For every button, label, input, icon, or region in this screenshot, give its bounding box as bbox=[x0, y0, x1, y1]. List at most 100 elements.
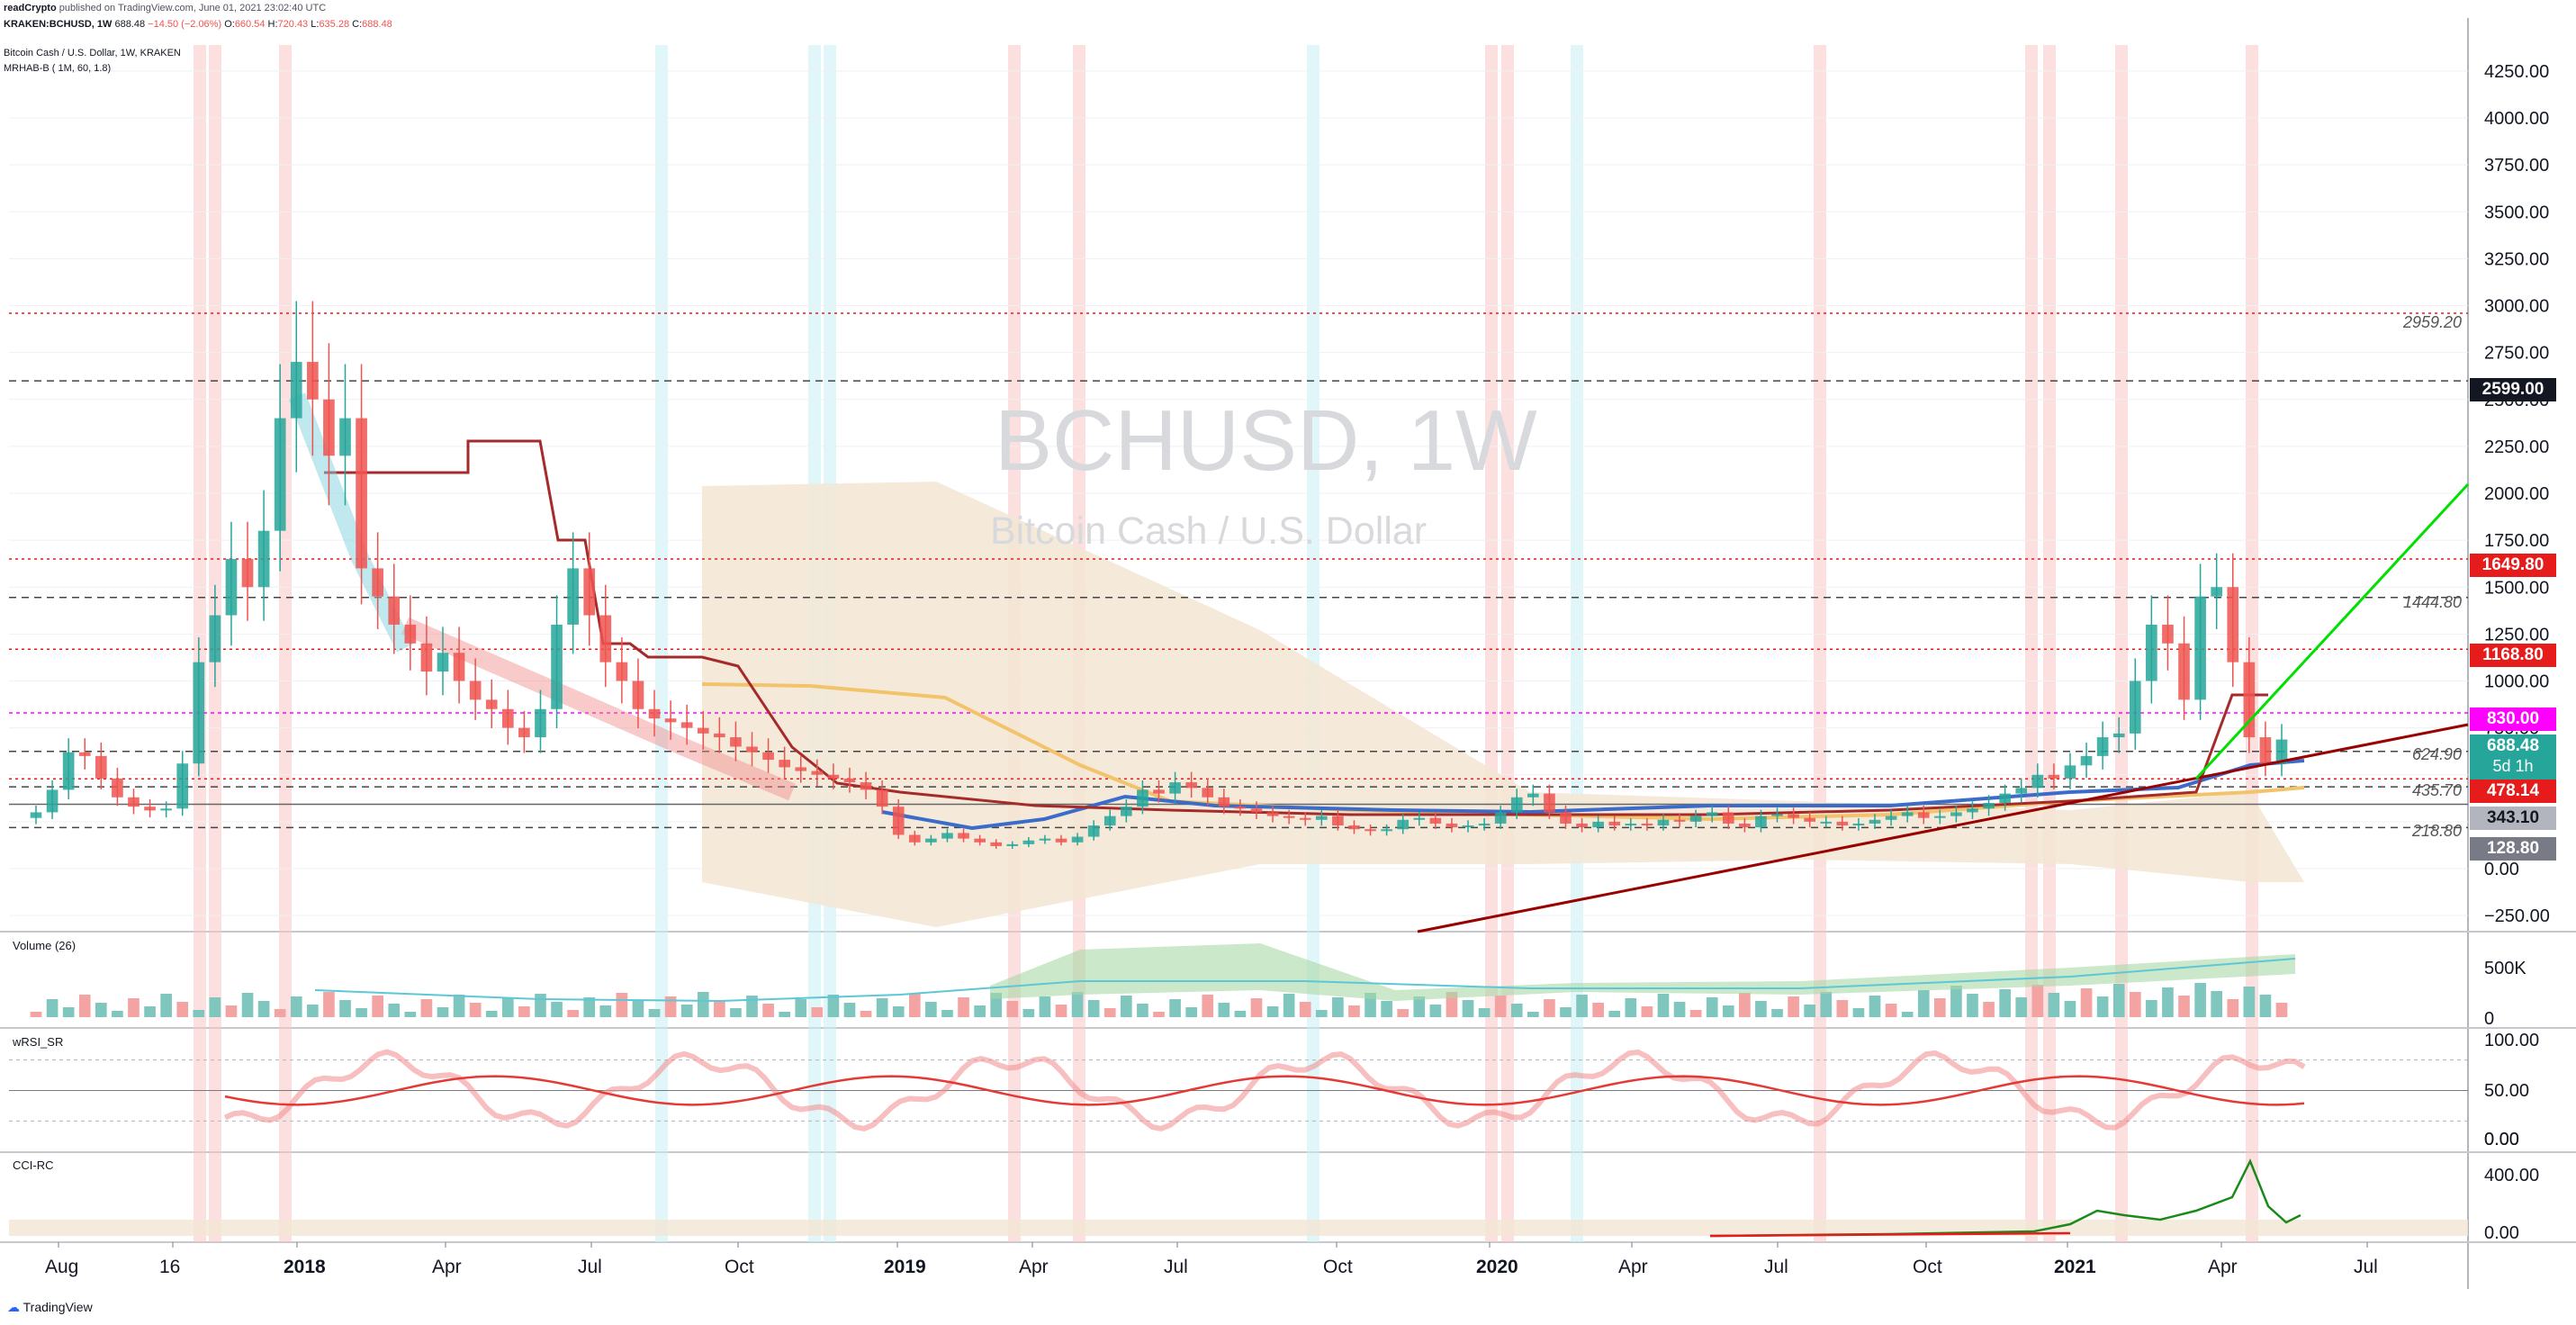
volume-bar bbox=[2048, 993, 2060, 1017]
ohlc-low: 635.28 bbox=[319, 19, 350, 30]
legend-title[interactable]: Bitcoin Cash / U.S. Dollar, 1W, KRAKEN bbox=[4, 48, 181, 59]
volume-bar bbox=[1153, 1012, 1165, 1017]
candle-body bbox=[925, 838, 937, 843]
candle-body bbox=[1592, 821, 1604, 828]
candle-body bbox=[1446, 823, 1458, 828]
volume-bar bbox=[1510, 1004, 1523, 1017]
candle-body bbox=[1055, 838, 1067, 843]
price-tick-4: 3250.00 bbox=[2484, 249, 2549, 269]
volume-bar bbox=[2243, 987, 2256, 1017]
legend-indicator[interactable]: MRHAB-B ( 1M, 60, 1.8) bbox=[4, 63, 112, 74]
candle-body bbox=[1250, 808, 1263, 813]
volume-bar bbox=[1429, 1005, 1442, 1017]
candle-body bbox=[2112, 733, 2125, 738]
candle-body bbox=[2129, 681, 2141, 734]
price-tag-128[interactable]: 128.80 bbox=[2470, 837, 2556, 861]
time-tick-3: Apr bbox=[432, 1257, 462, 1277]
candle-body bbox=[1771, 814, 1783, 816]
time-tick-5: Oct bbox=[725, 1257, 754, 1277]
level-label-2959: 2959.20 bbox=[2403, 313, 2463, 331]
time-tick-10: 2020 bbox=[1476, 1257, 1518, 1277]
candle-body bbox=[1706, 812, 1718, 816]
rsi-signal bbox=[224, 1075, 2305, 1106]
ohlc-open-label: O: bbox=[224, 19, 235, 30]
cci-low-line bbox=[1709, 1231, 2071, 1238]
volume-bar bbox=[1657, 994, 1670, 1017]
volume-bar bbox=[2211, 991, 2223, 1017]
candle-body bbox=[1381, 829, 1392, 832]
volume-bar bbox=[1234, 1011, 1247, 1017]
last-price: 688.48 bbox=[2486, 736, 2540, 755]
candle-body bbox=[1544, 793, 1555, 813]
price-tick-11: 1500.00 bbox=[2484, 578, 2549, 598]
candle-body bbox=[1283, 816, 1295, 818]
level-label-435: 435.70 bbox=[2412, 781, 2463, 799]
candle-body bbox=[2048, 774, 2060, 779]
volume-bar bbox=[1121, 996, 1132, 1017]
candle-body bbox=[616, 662, 628, 681]
volume-bar bbox=[1462, 1000, 1474, 1017]
price-tag-1649[interactable]: 1649.80 bbox=[2470, 554, 2556, 577]
candle-body bbox=[30, 812, 42, 818]
candle-body bbox=[144, 807, 156, 811]
time-axis[interactable]: Aug 16 2018 Apr Jul Oct 2019 Apr Jul Oct 2020 Apr Ju… bbox=[45, 1242, 2378, 1277]
candle-body bbox=[1365, 829, 1376, 832]
time-tick-4: Jul bbox=[578, 1257, 602, 1277]
volume-bar bbox=[795, 999, 807, 1017]
price-tag-1168[interactable]: 1168.80 bbox=[2470, 644, 2556, 667]
candle-body bbox=[762, 752, 774, 761]
candle-body bbox=[1137, 789, 1148, 807]
volume-bar bbox=[1999, 989, 2011, 1017]
event-band bbox=[2115, 45, 2128, 1242]
volume-bar bbox=[551, 1002, 563, 1017]
price-tag-last[interactable]: 688.48 5d 1h bbox=[2470, 735, 2556, 780]
price-tick-1: 4000.00 bbox=[2484, 109, 2549, 129]
event-band bbox=[194, 45, 206, 1242]
price-tag-830[interactable]: 830.00 bbox=[2470, 708, 2556, 731]
tradingview-logo[interactable]: ☁ TradingView bbox=[7, 1300, 93, 1314]
candle-body bbox=[974, 838, 986, 843]
volume-bar bbox=[1022, 1009, 1035, 1017]
trend-lines[interactable] bbox=[1417, 482, 2470, 933]
candle-body bbox=[1917, 812, 1930, 818]
candle-body bbox=[1103, 816, 1116, 826]
candle-body bbox=[1820, 821, 1833, 824]
candle-body bbox=[437, 653, 449, 672]
price-tick-5: 3000.00 bbox=[2484, 297, 2549, 317]
volume-bar bbox=[1332, 997, 1344, 1017]
volume-bar bbox=[680, 1005, 693, 1017]
candle-body bbox=[1462, 825, 1474, 828]
ohlc-price: 688.48 bbox=[114, 19, 146, 30]
volume-bar bbox=[1967, 994, 1978, 1017]
publisher[interactable]: readCrypto bbox=[4, 3, 57, 14]
volume-bar bbox=[2031, 985, 2044, 1017]
volume-bar bbox=[664, 996, 677, 1017]
volume-bar bbox=[160, 994, 172, 1017]
candle-body bbox=[1527, 793, 1539, 798]
candle-body bbox=[62, 752, 75, 790]
price-tag-2599[interactable]: 2599.00 bbox=[2470, 378, 2556, 401]
volume-bar bbox=[762, 1004, 774, 1017]
candle-body bbox=[1755, 816, 1767, 828]
candle-body bbox=[2194, 596, 2206, 700]
volume-bar bbox=[1250, 998, 1263, 1017]
price-tag-478[interactable]: 478.14 bbox=[2470, 780, 2556, 803]
time-tick-7: Apr bbox=[1019, 1257, 1049, 1277]
volume-bar bbox=[1071, 992, 1084, 1017]
volume-bar bbox=[404, 1012, 417, 1017]
cci-label[interactable]: CCI-RC bbox=[13, 1158, 54, 1172]
volume-bar bbox=[2112, 984, 2125, 1017]
volume-bar bbox=[1397, 1009, 1410, 1017]
price-tag-343[interactable]: 343.10 bbox=[2470, 807, 2556, 830]
candle-body bbox=[307, 362, 319, 400]
wrsi-label[interactable]: wRSI_SR bbox=[13, 1035, 64, 1049]
volume-label[interactable]: Volume (26) bbox=[13, 939, 77, 952]
candle-body bbox=[1332, 816, 1344, 826]
ohlc-low-label: L: bbox=[311, 19, 320, 30]
price-tick-17: 0.00 bbox=[2484, 860, 2519, 879]
volume-bar bbox=[225, 1005, 238, 1017]
candle-body bbox=[664, 718, 677, 723]
volume-bar bbox=[1218, 1003, 1230, 1017]
candle-body bbox=[2146, 624, 2157, 681]
